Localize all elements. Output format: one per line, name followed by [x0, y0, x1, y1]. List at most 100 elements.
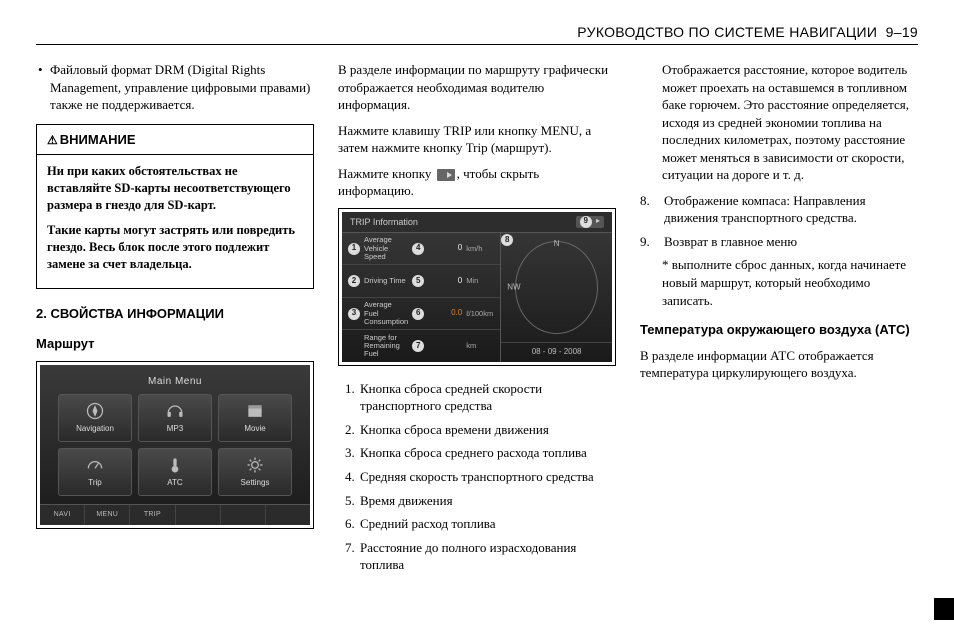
trip-lbl-2: Driving Time	[364, 277, 408, 285]
menu-nav-label: Navigation	[76, 424, 114, 435]
caution-p1: Ни при каких обстоятельствах не вставляй…	[47, 163, 303, 214]
menu-settings-label: Settings	[241, 478, 270, 489]
trip-screenshot: TRIP Information 9 ▸ 1 Average Vehicle S…	[338, 208, 616, 366]
caution-head: ⚠ВНИМАНИЕ	[37, 125, 313, 156]
col2-p3a: Нажмите кнопку	[338, 166, 435, 181]
trip-lbl-1: Average Vehicle Speed	[364, 236, 408, 261]
callout-3: 3	[348, 308, 360, 320]
menu-nav[interactable]: Navigation	[58, 394, 132, 442]
callout-item-3: Кнопка сброса среднего расхода топлива	[358, 444, 616, 462]
device-trip: TRIP Information 9 ▸ 1 Average Vehicle S…	[342, 212, 612, 362]
clapper-icon	[245, 401, 265, 421]
trip-row-1: 1 Average Vehicle Speed 4 0 km/h	[342, 233, 500, 265]
trip-date: 08 - 09 - 2008	[501, 342, 612, 362]
column-1: Файловый формат DRM (Digital Rights Mana…	[36, 61, 314, 580]
trip-lbl-3: Average Fuel Consumption	[364, 301, 408, 326]
menu-settings[interactable]: Settings	[218, 448, 292, 496]
col3-star: * выполните сброс данных, когда начинает…	[640, 256, 918, 309]
trip-val-3: 0.0	[428, 308, 462, 319]
col2-p1: В разделе информации по маршруту графиче…	[338, 61, 616, 114]
hw-menu[interactable]: MENU	[85, 505, 130, 524]
thermometer-icon	[165, 455, 185, 475]
column-2: В разделе информации по маршруту графиче…	[338, 61, 616, 580]
trip-row-4: Range for Remaining Fuel 7 km	[342, 330, 500, 361]
callout-item-2: Кнопка сброса времени движения	[358, 421, 616, 439]
gear-icon	[245, 455, 265, 475]
trip-unit-3: ℓ/100km	[466, 309, 494, 319]
header-rule	[36, 44, 918, 45]
callout-item-7: Расстояние до полного израсходования топ…	[358, 539, 616, 574]
hw-navi[interactable]: NAVI	[40, 505, 85, 524]
main-menu-screenshot: Main Menu Navigation MP3 Movie Trip ATC …	[36, 361, 314, 529]
trip-unit-4: km	[466, 341, 494, 351]
sub-heading-route: Маршрут	[36, 335, 314, 353]
gauge-icon	[85, 455, 105, 475]
trip-val-2: 0	[428, 276, 462, 287]
callout-item-5: Время движения	[358, 492, 616, 510]
headphones-icon	[165, 401, 185, 421]
caution-label: ВНИМАНИЕ	[60, 132, 136, 147]
page: РУКОВОДСТВО ПО СИСТЕМЕ НАВИГАЦИИ 9–19 Фа…	[0, 0, 954, 638]
callout-list: Кнопка сброса средней скорости транспорт…	[338, 380, 616, 574]
compass-ring	[515, 241, 598, 334]
trip-title: TRIP Information	[350, 216, 418, 228]
header-gap	[877, 24, 885, 40]
menu-trip[interactable]: Trip	[58, 448, 132, 496]
n9-text: Возврат в главное меню	[664, 233, 918, 251]
menu-mp3[interactable]: MP3	[138, 394, 212, 442]
header-title: РУКОВОДСТВО ПО СИСТЕМЕ НАВИГАЦИИ	[577, 24, 877, 40]
trip-unit-2: Min	[466, 276, 494, 286]
trip-close[interactable]: 9 ▸	[576, 216, 604, 228]
caution-box: ⚠ВНИМАНИЕ Ни при каких обстоятельствах н…	[36, 124, 314, 290]
hw-6[interactable]	[266, 505, 310, 524]
item-8: 8.Отображение компаса: Направления движе…	[640, 192, 918, 227]
drm-list: Файловый формат DRM (Digital Rights Mana…	[36, 61, 314, 114]
menu-movie-label: Movie	[244, 424, 265, 435]
trip-left: 1 Average Vehicle Speed 4 0 km/h 2 Drivi…	[342, 233, 501, 362]
main-menu-title: Main Menu	[40, 365, 310, 395]
compass-icon	[85, 401, 105, 421]
hide-icon	[437, 169, 455, 181]
header-page: 9–19	[886, 24, 918, 40]
compass-n: N	[554, 239, 560, 250]
callout-7: 7	[412, 340, 424, 352]
col2-p3: Нажмите кнопку , чтобы скрыть информацию…	[338, 165, 616, 200]
compass: 8 NW N	[501, 233, 612, 342]
trip-body: 1 Average Vehicle Speed 4 0 km/h 2 Drivi…	[342, 233, 612, 362]
col3-p2: В разделе информации АТС отображается те…	[640, 347, 918, 382]
hw-trip[interactable]: TRIP	[130, 505, 175, 524]
drm-item: Файловый формат DRM (Digital Rights Mana…	[50, 61, 314, 114]
callout-8: 8	[501, 234, 513, 246]
column-3: Отображается расстояние, которое водител…	[640, 61, 918, 580]
caution-p2: Такие карты могут застрять или повредить…	[47, 222, 303, 273]
n8-text: Отображение компаса: Направления движени…	[664, 192, 918, 227]
hw-4[interactable]	[176, 505, 221, 524]
trip-lbl-4: Range for Remaining Fuel	[364, 334, 408, 359]
menu-atc[interactable]: ATC	[138, 448, 212, 496]
compass-nw: NW	[507, 282, 520, 293]
item-9: 9.Возврат в главное меню	[640, 233, 918, 251]
menu-movie[interactable]: Movie	[218, 394, 292, 442]
hardware-buttons: NAVI MENU TRIP	[40, 504, 310, 524]
col2-p2: Нажмите клавишу TRIP или кнопку MENU, а …	[338, 122, 616, 157]
callout-5: 5	[412, 275, 424, 287]
callout-1: 1	[348, 243, 360, 255]
trip-title-bar: TRIP Information 9 ▸	[342, 212, 612, 233]
menu-atc-label: ATC	[167, 478, 182, 489]
trip-row-3: 3 Average Fuel Consumption 6 0.0 ℓ/100km	[342, 298, 500, 330]
device-main-menu: Main Menu Navigation MP3 Movie Trip ATC …	[40, 365, 310, 525]
trip-val-1: 0	[428, 243, 462, 254]
page-tab-marker	[934, 598, 954, 620]
callout-item-1: Кнопка сброса средней скорости транспорт…	[358, 380, 616, 415]
n8-num: 8.	[640, 192, 656, 227]
trip-unit-1: km/h	[466, 244, 494, 254]
callout-9: 9	[580, 216, 592, 228]
menu-mp3-label: MP3	[167, 424, 183, 435]
trip-row-2: 2 Driving Time 5 0 Min	[342, 265, 500, 297]
hw-5[interactable]	[221, 505, 266, 524]
trip-right: 8 NW N 08 - 09 - 2008	[501, 233, 612, 362]
callout-item-4: Средняя скорость транспортного средства	[358, 468, 616, 486]
atc-heading: Температура окружающего воздуха (АТС)	[640, 321, 918, 339]
section-heading: 2. СВОЙСТВА ИНФОРМАЦИИ	[36, 305, 314, 323]
columns: Файловый формат DRM (Digital Rights Mana…	[36, 61, 918, 580]
